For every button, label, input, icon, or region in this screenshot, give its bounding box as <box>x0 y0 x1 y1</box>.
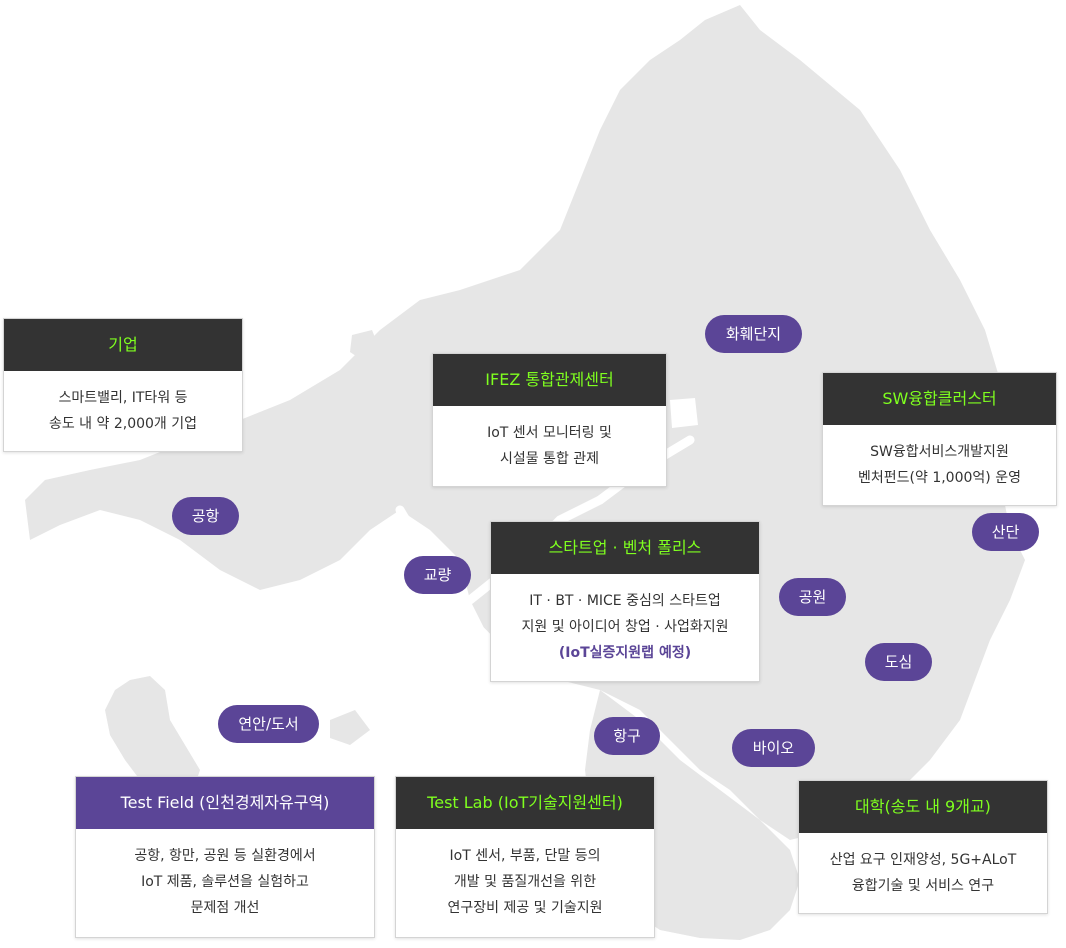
card-title: SW융합클러스터 <box>823 373 1056 425</box>
card-title: Test Field (인천경제자유구역) <box>76 777 374 829</box>
ifez-card: IFEZ 통합관제센터 IoT 센서 모니터링 및 시설물 통합 관제 <box>432 353 667 487</box>
pill-hwahwe: 화훼단지 <box>705 315 802 353</box>
card-line: IoT 센서, 부품, 단말 등의 <box>449 848 601 864</box>
card-line: IT · BT · MICE 중심의 스타트업 <box>529 593 721 609</box>
company-card: 기업 스마트밸리, IT타워 등 송도 내 약 2,000개 기업 <box>3 318 243 452</box>
card-body: 공항, 항만, 공원 등 실환경에서 IoT 제품, 솔루션을 실험하고 문제점… <box>76 829 374 933</box>
pill-industrial: 산단 <box>972 513 1039 551</box>
pill-park: 공원 <box>779 578 846 616</box>
pill-airport: 공항 <box>172 497 239 535</box>
pill-bio: 바이오 <box>732 729 815 767</box>
university-card: 대학(송도 내 9개교) 산업 요구 인재양성, 5G+ALoT 융합기술 및 … <box>798 780 1048 914</box>
card-line: 송도 내 약 2,000개 기업 <box>48 416 198 432</box>
card-line: 시설물 통합 관제 <box>499 451 600 467</box>
card-line: 산업 요구 인재양성, 5G+ALoT <box>829 852 1017 868</box>
card-line: 지원 및 아이디어 창업 · 사업화지원 <box>521 619 729 635</box>
startup-card: 스타트업 · 벤처 폴리스 IT · BT · MICE 중심의 스타트업 지원… <box>490 521 760 682</box>
card-title: Test Lab (IoT기술지원센터) <box>396 777 654 829</box>
card-line: SW융합서비스개발지원 <box>870 444 1009 460</box>
card-body: 스마트밸리, IT타워 등 송도 내 약 2,000개 기업 <box>4 371 242 449</box>
card-line: 벤처펀드(약 1,000억) 운영 <box>858 470 1021 486</box>
card-title: IFEZ 통합관제센터 <box>433 354 666 406</box>
card-body: IoT 센서 모니터링 및 시설물 통합 관제 <box>433 406 666 484</box>
card-title: 스타트업 · 벤처 폴리스 <box>491 522 759 574</box>
card-line: 융합기술 및 서비스 연구 <box>851 878 995 894</box>
card-line: 문제점 개선 <box>190 900 260 916</box>
card-title: 기업 <box>4 319 242 371</box>
card-body: IoT 센서, 부품, 단말 등의 개발 및 품질개선을 위한 연구장비 제공 … <box>396 829 654 933</box>
pill-bridge: 교량 <box>404 556 471 594</box>
card-line: 개발 및 품질개선을 위한 <box>453 874 597 890</box>
test-field-card: Test Field (인천경제자유구역) 공항, 항만, 공원 등 실환경에서… <box>75 776 375 938</box>
pill-urban: 도심 <box>865 643 932 681</box>
pill-coastal: 연안/도서 <box>218 705 319 743</box>
card-line: 공항, 항만, 공원 등 실환경에서 <box>134 848 316 864</box>
card-body: IT · BT · MICE 중심의 스타트업 지원 및 아이디어 창업 · 사… <box>491 574 759 678</box>
card-line: IoT 제품, 솔루션을 실험하고 <box>141 874 309 890</box>
card-title: 대학(송도 내 9개교) <box>799 781 1047 833</box>
pill-port: 항구 <box>594 717 660 755</box>
card-line: IoT 센서 모니터링 및 <box>487 425 612 441</box>
test-lab-card: Test Lab (IoT기술지원센터) IoT 센서, 부품, 단말 등의 개… <box>395 776 655 938</box>
card-body: 산업 요구 인재양성, 5G+ALoT 융합기술 및 서비스 연구 <box>799 833 1047 911</box>
card-line: 스마트밸리, IT타워 등 <box>58 390 188 406</box>
card-highlight: (IoT실증지원랩 예정) <box>558 645 692 661</box>
card-body: SW융합서비스개발지원 벤처펀드(약 1,000억) 운영 <box>823 425 1056 503</box>
sw-cluster-card: SW융합클러스터 SW융합서비스개발지원 벤처펀드(약 1,000억) 운영 <box>822 372 1057 506</box>
card-line: 연구장비 제공 및 기술지원 <box>447 900 603 916</box>
